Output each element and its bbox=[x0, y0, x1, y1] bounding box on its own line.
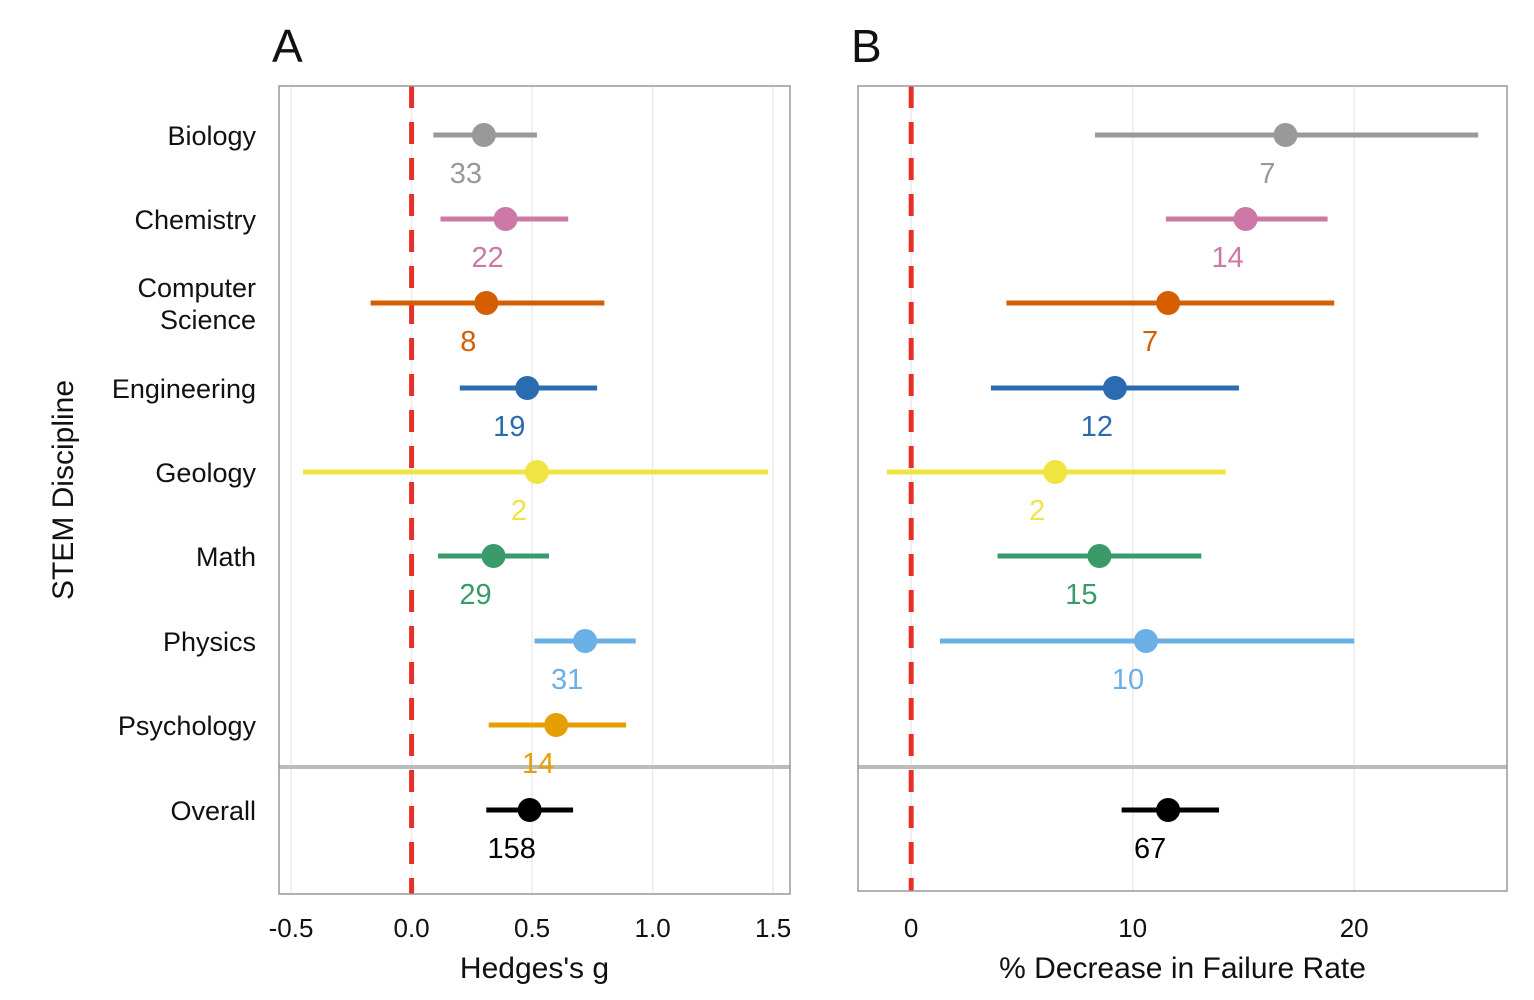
panel-letter-b: B bbox=[851, 20, 882, 72]
study-count-label-biology: 33 bbox=[450, 158, 482, 190]
plot-frame bbox=[857, 85, 1508, 892]
estimate-point-chemistry bbox=[493, 207, 518, 231]
x-tick-label: 20 bbox=[1340, 913, 1369, 943]
estimate-point-chemistry bbox=[1233, 207, 1258, 231]
study-count-label-math: 15 bbox=[1065, 579, 1097, 611]
study-count-label-geology: 2 bbox=[511, 495, 527, 527]
category-label-physics: Physics bbox=[163, 627, 256, 657]
category-label-computer-science: Science bbox=[160, 305, 256, 335]
study-count-label-psychology: 14 bbox=[522, 748, 554, 780]
x-tick-label: 1.5 bbox=[755, 913, 791, 943]
category-label-psychology: Psychology bbox=[118, 711, 257, 741]
estimate-point-physics bbox=[573, 629, 598, 653]
study-count-label-geology: 2 bbox=[1029, 495, 1045, 527]
estimate-point-computer-science bbox=[1156, 291, 1181, 315]
estimate-point-biology bbox=[1273, 123, 1298, 147]
x-tick-label: 0 bbox=[904, 913, 918, 943]
study-count-label-overall: 67 bbox=[1134, 833, 1166, 865]
estimate-point-math bbox=[1087, 544, 1112, 568]
study-count-label-math: 29 bbox=[459, 579, 491, 611]
estimate-point-physics bbox=[1133, 629, 1158, 653]
category-label-computer-science: Computer bbox=[137, 273, 256, 303]
study-count-label-computer-science: 7 bbox=[1142, 326, 1158, 358]
plot-frame bbox=[278, 85, 791, 895]
study-count-label-chemistry: 22 bbox=[471, 242, 503, 274]
panel-letter-a: A bbox=[272, 20, 303, 72]
study-count-label-biology: 7 bbox=[1259, 158, 1275, 190]
y-axis-label: STEM Discipline bbox=[47, 380, 80, 600]
estimate-point-engineering bbox=[515, 376, 540, 400]
x-tick-label: 1.0 bbox=[635, 913, 671, 943]
x-axis-label: % Decrease in Failure Rate bbox=[999, 952, 1366, 985]
estimate-point-overall bbox=[1156, 798, 1181, 822]
estimate-point-geology bbox=[1043, 460, 1068, 484]
estimate-point-computer-science bbox=[474, 291, 499, 315]
category-label-biology: Biology bbox=[167, 121, 256, 151]
category-label-overall: Overall bbox=[170, 796, 256, 826]
study-count-label-physics: 10 bbox=[1112, 664, 1144, 696]
estimate-point-overall bbox=[517, 798, 542, 822]
estimate-point-geology bbox=[524, 460, 549, 484]
estimate-point-psychology bbox=[544, 713, 569, 737]
category-label-engineering: Engineering bbox=[112, 374, 256, 404]
study-count-label-engineering: 12 bbox=[1081, 411, 1113, 443]
study-count-label-overall: 158 bbox=[487, 833, 535, 865]
x-tick-label: 0.0 bbox=[393, 913, 429, 943]
estimate-point-engineering bbox=[1102, 376, 1127, 400]
study-count-label-computer-science: 8 bbox=[460, 326, 476, 358]
x-tick-label: 10 bbox=[1118, 913, 1147, 943]
estimate-point-math bbox=[481, 544, 506, 568]
study-count-label-chemistry: 14 bbox=[1211, 242, 1243, 274]
category-label-chemistry: Chemistry bbox=[134, 205, 256, 235]
x-tick-label: 0.5 bbox=[514, 913, 550, 943]
study-count-label-engineering: 19 bbox=[493, 411, 525, 443]
study-count-label-physics: 31 bbox=[551, 664, 583, 696]
x-tick-label: -0.5 bbox=[269, 913, 314, 943]
category-label-geology: Geology bbox=[155, 458, 256, 488]
panel-b: B 0 10 20 % Decrease in Failure Rate 7 14 7 12 2 1… bbox=[851, 20, 1508, 985]
x-axis-label: Hedges's g bbox=[460, 952, 609, 985]
category-label-math: Math bbox=[196, 542, 256, 572]
panel-a: A -0.5 0.0 0.5 1.0 1.5 Hedges's g Biology 33 Chem… bbox=[112, 20, 791, 985]
estimate-point-biology bbox=[471, 123, 496, 147]
